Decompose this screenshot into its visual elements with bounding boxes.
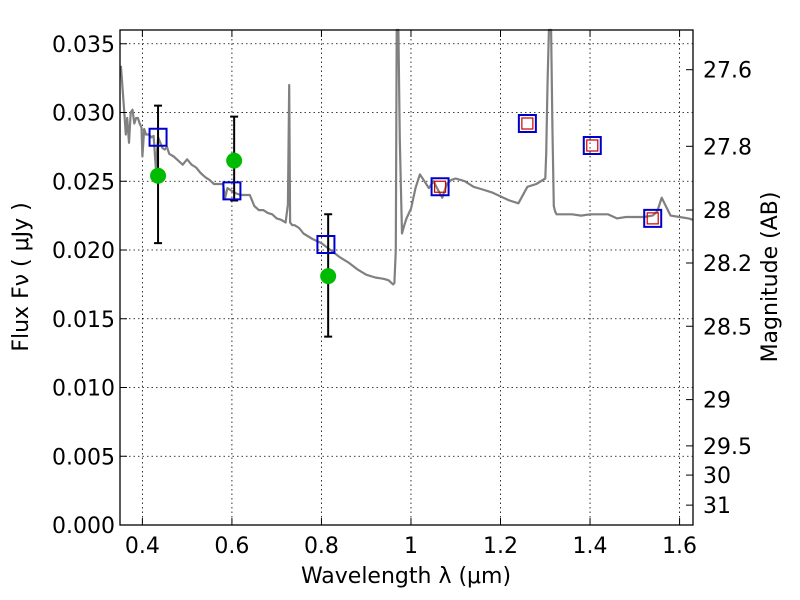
model-band-series <box>148 114 663 254</box>
y2-tick-label: 27.8 <box>703 135 752 160</box>
grid-lines <box>120 30 693 525</box>
model-band-square <box>222 181 242 201</box>
y2-tick-label: 28.5 <box>703 315 752 340</box>
y2-tick-label: 28 <box>703 199 731 224</box>
model-band-inner-square <box>433 180 447 193</box>
y-tick-label: 0.035 <box>52 33 115 58</box>
y2-tick-label: 27.6 <box>703 59 752 84</box>
model-band-square <box>316 235 336 254</box>
errorbar-series <box>154 104 333 338</box>
model-spectrum-line <box>119 28 694 286</box>
y-tick-label: 0.025 <box>52 170 115 195</box>
model-band-inner-square <box>521 117 534 130</box>
y2-tick-label: 31 <box>703 494 731 519</box>
x-tick-label: 1.2 <box>483 534 518 559</box>
y2-tick-label: 28.2 <box>703 252 752 277</box>
plot-frame <box>119 29 694 526</box>
y-tick-label: 0.015 <box>52 308 115 333</box>
model-band-square <box>148 127 168 147</box>
x-tick-label: 0.8 <box>304 534 339 559</box>
model-band-inner-square <box>646 212 659 225</box>
y2-tick-label: 29 <box>703 389 731 414</box>
model-band-square <box>430 177 450 197</box>
y-tick-label: 0.005 <box>52 445 115 470</box>
observed-point <box>320 268 337 285</box>
x-tick-label: 1.4 <box>573 534 608 559</box>
y-axis-label: Flux Fν ( μJy ) <box>9 202 34 351</box>
model-band-square <box>582 136 602 155</box>
x-axis-label: Wavelength λ (μm) <box>301 564 511 589</box>
axis-ticks <box>120 30 693 526</box>
y-tick-label: 0.030 <box>52 102 115 127</box>
y-tick-label: 0.000 <box>52 514 115 539</box>
y2-tick-label: 29.5 <box>703 435 752 460</box>
x-tick-label: 0.4 <box>125 534 160 559</box>
x-tick-label: 1.6 <box>662 534 697 559</box>
y2-tick-label: 30 <box>703 464 731 489</box>
y-tick-label: 0.010 <box>52 377 115 402</box>
model-spectrum-series <box>119 28 694 286</box>
model-band-square <box>643 208 663 228</box>
observed-point <box>150 167 167 184</box>
model-band-square <box>517 114 537 133</box>
x-tick-label: 1 <box>404 534 418 559</box>
axis-tick-labels: 0.4 0.6 0.8 1 1.2 1.4 1.6 0.000 0.005 0.010 0.015 0… <box>52 33 752 559</box>
y-tick-label: 0.020 <box>52 239 115 264</box>
observed-point <box>226 152 243 169</box>
y2-axis-label: Magnitude (AB) <box>758 192 783 363</box>
x-tick-label: 0.6 <box>214 534 249 559</box>
observed-points-series <box>150 152 337 285</box>
model-band-inner-square <box>586 139 599 152</box>
